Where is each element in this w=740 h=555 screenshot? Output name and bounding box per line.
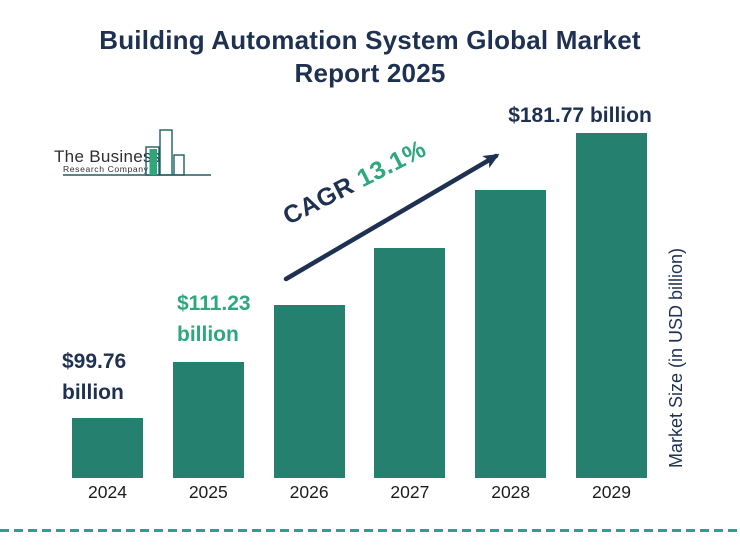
- logo-text-secondary: Research Company: [63, 164, 149, 174]
- logo-bar-outline-small: [173, 154, 185, 176]
- value-label-2025: $111.23 billion: [177, 288, 251, 350]
- bar-2025: [172, 362, 244, 478]
- value-label-2025-line2: billion: [177, 323, 239, 346]
- logo-bar-filled: [149, 149, 157, 175]
- bar-2027: [374, 248, 446, 478]
- x-tick-2028: 2028: [491, 482, 531, 502]
- bar-2026: [273, 305, 345, 478]
- x-tick-2026: 2026: [289, 482, 329, 502]
- value-label-2024-line2: billion: [62, 381, 124, 404]
- page-title: Building Automation System Global Market…: [50, 24, 690, 90]
- x-tick-2029: 2029: [592, 482, 631, 502]
- x-tick-2027: 2027: [390, 482, 430, 502]
- logo-text-primary: The Business: [54, 147, 161, 166]
- x-tick-2024: 2024: [88, 482, 127, 502]
- value-label-2025-line1: $111.23: [177, 292, 251, 315]
- cagr-trend-arrow: [283, 153, 500, 282]
- value-label-2024: $99.76 billion: [62, 346, 126, 408]
- value-label-2029-line1: $181.77 billion: [508, 104, 652, 127]
- x-tick-2025: 2025: [188, 482, 228, 502]
- bottom-dashed-divider: [0, 529, 740, 532]
- bar-2024: [72, 418, 143, 478]
- value-label-2029: $181.77 billion: [500, 100, 660, 131]
- cagr-arrow-line: [283, 153, 500, 282]
- y-axis-title: Market Size (in USD billion): [666, 247, 686, 469]
- bar-2029: [576, 133, 647, 478]
- logo-bar-outline-tall: [159, 129, 173, 176]
- value-label-2024-line1: $99.76: [62, 350, 127, 373]
- logo-bars-icon: [63, 129, 211, 176]
- page-title-line2: Report 2025: [294, 58, 446, 88]
- bar-2028: [475, 190, 547, 478]
- page-title-line1: Building Automation System Global Market: [99, 25, 641, 55]
- company-logo: The Business Research Company: [54, 129, 211, 176]
